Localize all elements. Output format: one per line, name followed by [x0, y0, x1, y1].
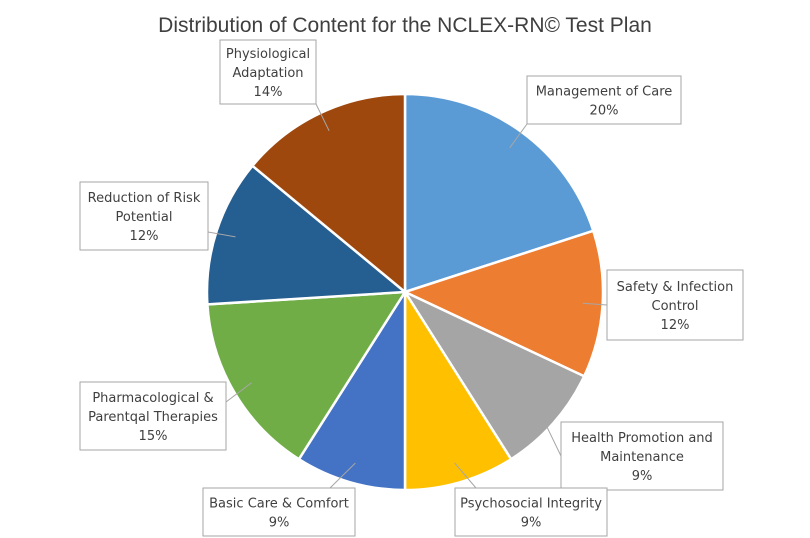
data-label-value: 9% — [521, 516, 542, 531]
pie-slice-health-promotion-and-maintenance — [401, 289, 586, 461]
leader-line-psychosocial-integrity — [454, 462, 477, 489]
callout-physiological-adaptation: Physiological Adaptation 14% — [219, 39, 317, 105]
data-label-category: Basic Care & Comfort — [209, 497, 349, 512]
callout-basic-care-comfort: Basic Care & Comfort 9% — [202, 487, 356, 537]
callout-box — [79, 381, 227, 451]
leader-line-reduction-of-risk-potential — [207, 231, 236, 238]
data-label-value: 14% — [254, 85, 283, 100]
callout-box — [79, 181, 209, 251]
pie-slice-reduction-of-risk-potential — [205, 164, 409, 306]
data-label-value: 9% — [632, 469, 653, 484]
pie-slice-pharmacological-parentqal-therapies — [206, 290, 408, 461]
pie-slice-psychosocial-integrity — [403, 287, 513, 492]
callout-psychosocial-integrity: Psychosocial Integrity 9% — [454, 487, 608, 537]
data-label-value: 15% — [139, 429, 168, 444]
chart-title: Distribution of Content for the NCLEX-RN… — [158, 14, 652, 37]
data-label-category: Physiological — [226, 47, 310, 62]
data-label-callouts: Management of Care 20% Safety & Infection C… — [79, 39, 744, 537]
callout-box — [606, 269, 744, 341]
callout-box — [454, 487, 608, 537]
callout-reduction-of-risk-potential: Reduction of Risk Potential 12% — [79, 181, 209, 251]
leader-lines — [207, 103, 608, 489]
data-label-category: Maintenance — [600, 450, 684, 465]
pie-slices — [205, 92, 605, 492]
data-label-value: 12% — [661, 318, 690, 333]
callout-box — [526, 75, 682, 125]
data-label-category: Adaptation — [232, 66, 303, 81]
leader-line-basic-care-comfort — [329, 462, 356, 489]
data-label-category: Management of Care — [536, 85, 673, 100]
leader-line-pharmacological-parentqal-therapies — [225, 382, 252, 403]
callout-box — [560, 421, 724, 491]
data-label-category: Control — [652, 299, 699, 314]
data-label-category: Pharmacological & — [92, 391, 213, 406]
leader-line-safety-infection-control — [582, 302, 608, 306]
callout-health-promotion-and-maintenance: Health Promotion and Maintenance 9% — [560, 421, 724, 491]
pie-slice-basic-care-comfort — [297, 287, 407, 492]
leader-line-health-promotion-and-maintenance — [538, 409, 562, 457]
callout-management-of-care: Management of Care 20% — [526, 75, 682, 125]
data-label-category: Health Promotion and — [571, 431, 713, 446]
callout-box — [219, 39, 317, 105]
data-label-value: 20% — [590, 104, 619, 119]
data-label-category: Potential — [116, 210, 173, 225]
data-label-value: 9% — [269, 516, 290, 531]
callout-pharmacological-parentqal-therapies: Pharmacological & Parentqal Therapies 15% — [79, 381, 227, 451]
data-label-value: 12% — [130, 229, 159, 244]
callout-box — [202, 487, 356, 537]
callout-safety-infection-control: Safety & Infection Control 12% — [606, 269, 744, 341]
data-label-category: Parentqal Therapies — [88, 410, 218, 425]
data-label-category: Safety & Infection — [617, 280, 734, 295]
data-label-category: Reduction of Risk — [88, 191, 201, 206]
leader-line-physiological-adaptation — [315, 103, 330, 132]
data-label-category: Psychosocial Integrity — [460, 497, 602, 512]
leader-line-management-of-care — [509, 123, 528, 149]
